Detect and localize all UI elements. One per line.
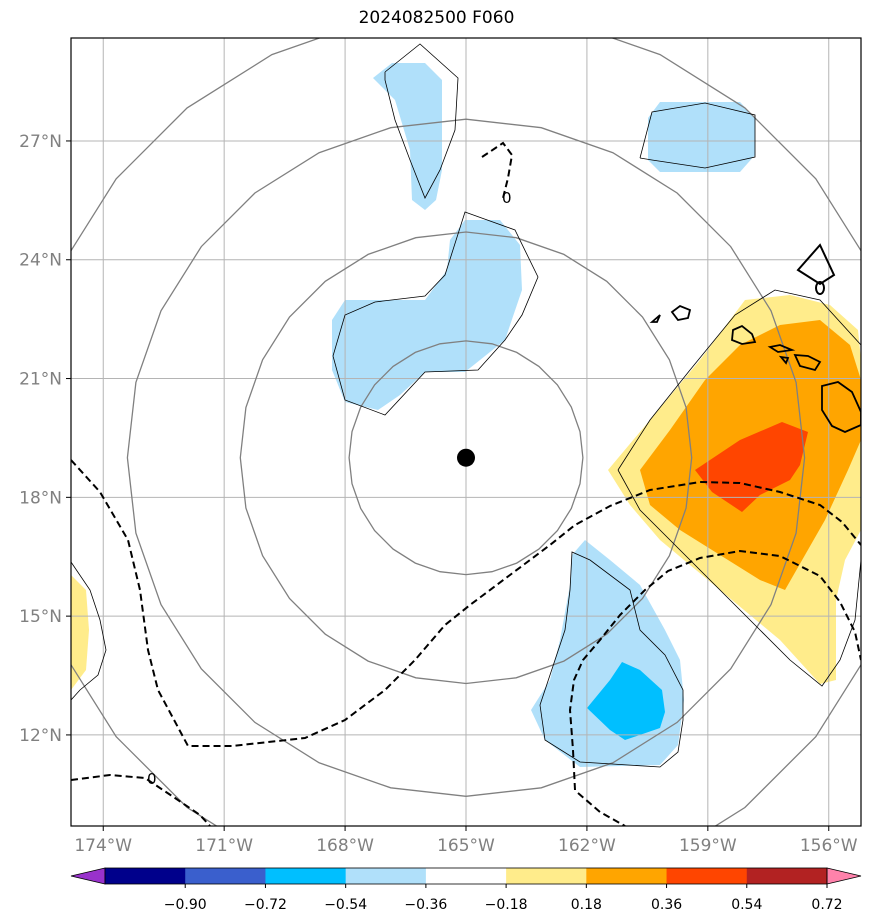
colorbar-tick-label: 0.36: [651, 897, 682, 913]
colorbar-segment-4: [425, 868, 507, 884]
island-kauai: [670, 304, 692, 321]
colorbar-tick-label: 0.54: [731, 897, 762, 913]
colorbar-tick-label: 0.72: [811, 897, 842, 913]
dashed-contour-main: [71, 459, 861, 747]
colorbar-segment-6: [586, 868, 668, 884]
lat-tick-label: 24°N: [19, 251, 62, 271]
longitude-tick-labels: 174°W 171°W 168°W 165°W 162°W 159°W 156°W: [74, 826, 858, 856]
colorbar-frame: [104, 867, 828, 885]
storm-center-marker: [457, 448, 475, 467]
colorbar-tick-label: −0.90: [164, 897, 207, 913]
colorbar-tick-label: 0.18: [571, 897, 602, 913]
solid-contour-north: [384, 43, 459, 199]
positive-anomaly-east-red: [695, 422, 808, 512]
lat-tick-label: 21°N: [19, 370, 62, 390]
island-maui: [793, 353, 822, 372]
solid-contour-east-lower: [617, 469, 861, 687]
dashed-contour-southwest: [71, 773, 211, 826]
map-title: 2024082500 F060: [358, 8, 515, 28]
lat-tick-label: 15°N: [19, 607, 62, 627]
lon-tick-label: 171°W: [195, 836, 253, 856]
negative-anomaly-central: [332, 220, 522, 410]
solid-contour-south: [539, 551, 684, 768]
solid-contour-east: [617, 289, 861, 471]
dashed-contour-south: [568, 549, 861, 791]
range-ring-0: [348, 340, 584, 576]
negative-anomaly-northeast: [648, 102, 755, 172]
range-ring-1: [239, 231, 693, 685]
colorbar-segment-8: [746, 868, 828, 884]
colorbar-tick-labels: −0.90 −0.72 −0.54 −0.36 −0.18 0.18 0.36 0.54 0.7…: [164, 884, 843, 913]
solid-contours: [71, 43, 861, 768]
solid-contour-west: [71, 561, 107, 701]
dashed-contours: [71, 141, 861, 826]
colorbar-segment-0: [105, 868, 186, 884]
coastlines: [649, 304, 861, 433]
contour-label-zero-north: 0: [502, 189, 512, 207]
range-ring-3: [71, 38, 861, 826]
map-area: 0 0: [71, 38, 861, 826]
lon-tick-label: 174°W: [74, 836, 132, 856]
colorbar-tick-label: −0.54: [324, 897, 367, 913]
colorbar-tick-label: −0.36: [404, 897, 447, 913]
latitude-tick-labels: 12°N 15°N 18°N 21°N 24°N 27°N: [19, 132, 71, 746]
solid-contour-northeast: [639, 102, 756, 169]
colorbar-extend-low: [70, 867, 106, 885]
colorbar-segment-5: [506, 868, 587, 884]
solid-contour-central: [332, 211, 539, 416]
negative-anomaly-south-strong: [587, 662, 665, 740]
colorbar-tick-label: −0.18: [485, 897, 528, 913]
lat-tick-label: 12°N: [19, 726, 62, 746]
lon-tick-label: 159°W: [679, 836, 737, 856]
colorbar: [70, 867, 862, 885]
island-molokai: [767, 344, 796, 353]
colorbar-segment-7: [666, 868, 748, 884]
island-hawaii: [821, 381, 861, 433]
lon-tick-label: 156°W: [800, 836, 858, 856]
contour-label-zero-southwest: 0: [147, 770, 157, 788]
island-lanai: [778, 355, 790, 365]
range-rings: [71, 38, 861, 826]
island-oahu: [731, 324, 757, 345]
colorbar-segment-1: [185, 868, 266, 884]
colorbar-extend-high: [826, 867, 862, 885]
range-ring-2: [126, 118, 806, 797]
gridlines: [71, 38, 861, 826]
positive-anomaly-west: [71, 575, 89, 690]
bold-contour-small-ring: [815, 281, 825, 295]
colorbar-tick-label: −0.72: [244, 897, 287, 913]
colorbar-segment-3: [345, 868, 427, 884]
lon-tick-label: 165°W: [437, 836, 495, 856]
lon-tick-label: 162°W: [558, 836, 616, 856]
island-niihau: [649, 314, 661, 323]
lon-tick-label: 168°W: [316, 836, 374, 856]
bold-contour: [796, 243, 836, 295]
lat-tick-label: 27°N: [19, 132, 62, 152]
negative-anomaly-north: [373, 63, 442, 210]
dashed-contour-north: [481, 141, 514, 199]
bold-contour-kite: [796, 243, 836, 286]
colorbar-segment-2: [265, 868, 347, 884]
dashed-contour-south-tail: [577, 792, 626, 826]
lat-tick-label: 18°N: [19, 488, 62, 508]
